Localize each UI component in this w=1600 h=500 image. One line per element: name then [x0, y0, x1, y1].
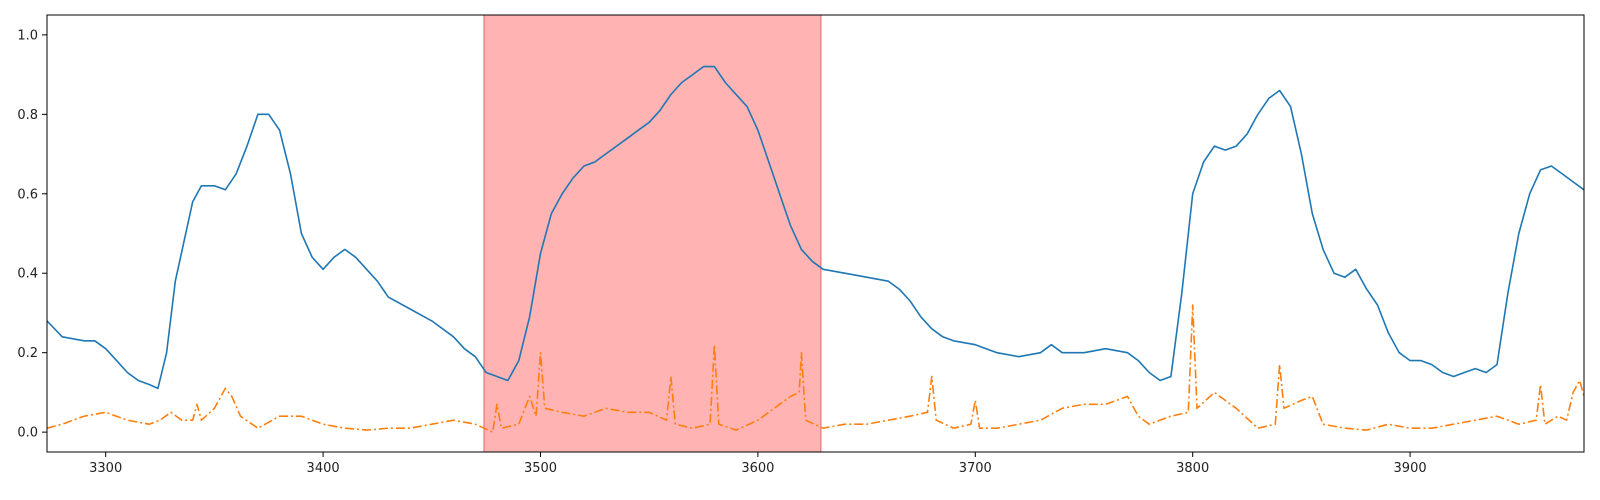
- highlight-region: [483, 14, 822, 453]
- x-tick-label: 3600: [741, 461, 774, 476]
- series-line-2: [47, 304, 1584, 433]
- y-axis: 0.0 0.2 0.4 0.6 0.8 1.0: [17, 28, 47, 441]
- y-tick-label: 0.6: [17, 187, 38, 202]
- y-tick-label: 0.0: [17, 426, 38, 441]
- plot-area-frame: [46, 14, 1585, 453]
- y-tick-label: 1.0: [17, 28, 38, 43]
- x-tick-label: 3800: [1176, 461, 1209, 476]
- x-tick-label: 3500: [524, 461, 557, 476]
- series-line-1: [47, 65, 1584, 390]
- x-tick-label: 3400: [307, 461, 340, 476]
- x-tick-label: 3900: [1394, 461, 1427, 476]
- y-tick-label: 0.8: [17, 108, 38, 123]
- series-layer: [47, 65, 1584, 433]
- highlight-region-layer: [483, 14, 822, 453]
- x-tick-label: 3700: [959, 461, 992, 476]
- y-tick-label: 0.2: [17, 346, 38, 361]
- x-tick-label: 3300: [89, 461, 122, 476]
- x-axis: 3300 3400 3500 3600 3700 3800 3900: [89, 452, 1427, 476]
- y-tick-label: 0.4: [17, 267, 38, 282]
